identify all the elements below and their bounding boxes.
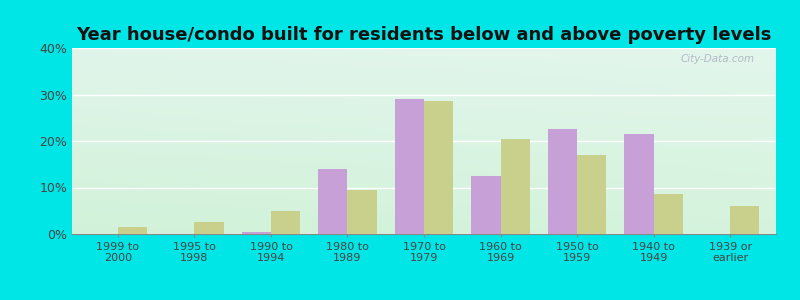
Bar [471,176,501,234]
Bar [242,232,271,234]
Title: Year house/condo built for residents below and above poverty levels: Year house/condo built for residents bel… [76,26,772,44]
Bar [577,155,606,234]
Bar [625,134,654,234]
Bar [347,190,377,234]
Bar [194,222,223,234]
Bar [548,129,577,234]
Bar [118,227,147,234]
Bar [318,169,347,234]
Bar [730,206,759,234]
Bar [424,101,453,234]
Bar [395,99,424,234]
Text: City-Data.com: City-Data.com [681,54,755,64]
Bar [271,211,300,234]
Bar [501,139,530,234]
Bar [654,194,682,234]
